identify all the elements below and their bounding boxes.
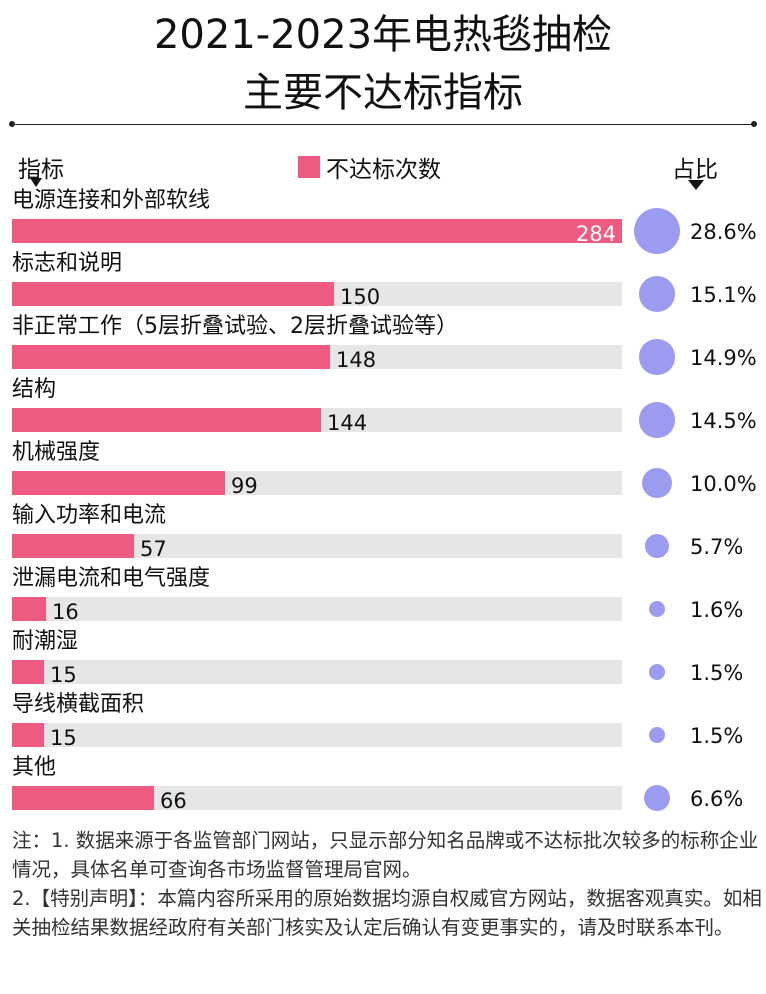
bar-track: 57 bbox=[12, 534, 622, 561]
category-label: 耐潮湿 bbox=[12, 629, 79, 654]
bar bbox=[12, 471, 225, 495]
ratio-bubble bbox=[634, 208, 680, 254]
category-label: 电源连接和外部软线 bbox=[12, 188, 211, 213]
ratio-label: 14.9% bbox=[690, 346, 757, 370]
bar-track: 66 bbox=[12, 786, 622, 813]
ratio-bubble bbox=[648, 726, 666, 744]
bar-track: 284 bbox=[12, 219, 622, 246]
note-1: 注：1. 数据来源于各监管部门网站，只显示部分知名品牌或不达标批次较多的标称企业… bbox=[12, 829, 759, 881]
ratio-down-triangle-icon bbox=[688, 180, 704, 190]
bar bbox=[12, 282, 334, 306]
ratio-bubble bbox=[643, 784, 671, 812]
ratio-label: 10.0% bbox=[690, 472, 757, 496]
bar bbox=[12, 408, 321, 432]
bar-value-label: 150 bbox=[340, 285, 381, 309]
bar-chart: 电源连接和外部软线 284 28.6% 标志和说明 150 15.1% 非正常工作（5层折叠… bbox=[0, 188, 766, 818]
ratio-label: 14.5% bbox=[690, 409, 757, 433]
legend-swatch bbox=[298, 156, 320, 178]
chart-title-line2: 主要不达标指标 bbox=[243, 70, 523, 116]
bar-value-label: 15 bbox=[50, 663, 77, 687]
notes: 注：1. 数据来源于各监管部门网站，只显示部分知名品牌或不达标批次较多的标称企业… bbox=[12, 826, 762, 942]
bar-value-label: 66 bbox=[160, 789, 187, 813]
ratio-bubble bbox=[641, 467, 673, 499]
bar-track: 15 bbox=[12, 660, 622, 687]
ratio-header: 占比 bbox=[672, 157, 718, 183]
ratio-bubble bbox=[639, 339, 675, 375]
bar-value-label: 144 bbox=[327, 411, 368, 435]
ratio-bubble bbox=[648, 663, 666, 681]
ratio-bubble bbox=[639, 276, 675, 312]
ratio-bubble bbox=[648, 600, 666, 618]
ratio-label: 1.5% bbox=[690, 724, 744, 748]
category-label: 非正常工作（5层折叠试验、2层折叠试验等） bbox=[12, 314, 458, 339]
ratio-label: 28.6% bbox=[690, 220, 757, 244]
bar bbox=[12, 660, 44, 684]
divider-dot-left bbox=[9, 121, 15, 127]
bar-track: 16 bbox=[12, 597, 622, 624]
bar-track: 148 bbox=[12, 345, 622, 372]
bar-track: 99 bbox=[12, 471, 622, 498]
indicator-down-triangle-icon bbox=[30, 178, 42, 187]
ratio-label: 15.1% bbox=[690, 283, 757, 307]
category-label: 输入功率和电流 bbox=[12, 503, 167, 528]
bar-track: 15 bbox=[12, 723, 622, 750]
bar-value-label: 99 bbox=[231, 474, 258, 498]
bar bbox=[12, 219, 622, 243]
bar bbox=[12, 786, 154, 810]
category-label: 结构 bbox=[12, 377, 57, 402]
chart-title-line1: 2021-2023年电热毯抽检 bbox=[153, 12, 613, 58]
bar bbox=[12, 534, 134, 558]
ratio-label: 1.6% bbox=[690, 598, 744, 622]
bar-track: 150 bbox=[12, 282, 622, 309]
bar bbox=[12, 723, 44, 747]
bar-value-label: 148 bbox=[336, 348, 377, 372]
ratio-bubble bbox=[639, 402, 675, 438]
bar bbox=[12, 345, 330, 369]
bar-value-label: 16 bbox=[52, 600, 79, 624]
legend: 不达标次数 bbox=[298, 150, 441, 184]
category-label: 标志和说明 bbox=[12, 251, 123, 276]
category-label: 泄漏电流和电气强度 bbox=[12, 566, 211, 591]
bar-track: 144 bbox=[12, 408, 622, 435]
category-label: 其他 bbox=[12, 755, 57, 780]
title-divider bbox=[9, 121, 757, 127]
bar bbox=[12, 597, 46, 621]
note-2: 2.【特别声明】：本篇内容所采用的原始数据均源自权威官方网站，数据客观真实。如相… bbox=[12, 887, 762, 939]
ratio-label: 6.6% bbox=[690, 787, 744, 811]
divider-dot-right bbox=[751, 121, 757, 127]
bar-value-label: 57 bbox=[140, 537, 167, 561]
bar-value-label: 15 bbox=[50, 726, 77, 750]
ratio-label: 5.7% bbox=[690, 535, 744, 559]
bar-value-label: 284 bbox=[576, 222, 617, 246]
category-label: 机械强度 bbox=[12, 440, 101, 465]
category-label: 导线横截面积 bbox=[12, 692, 145, 717]
ratio-label: 1.5% bbox=[690, 661, 744, 685]
legend-label: 不达标次数 bbox=[326, 157, 441, 183]
ratio-bubble bbox=[644, 533, 670, 559]
